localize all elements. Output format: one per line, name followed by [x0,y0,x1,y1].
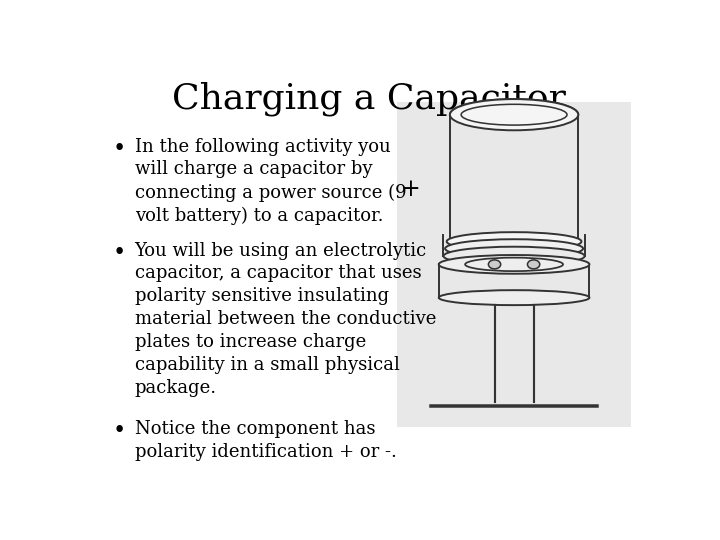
Text: Charging a Capacitor: Charging a Capacitor [172,82,566,116]
Text: +: + [401,178,420,201]
Text: Notice the component has
polarity identification + or -.: Notice the component has polarity identi… [135,420,397,461]
FancyBboxPatch shape [397,102,631,427]
Ellipse shape [450,99,578,130]
Ellipse shape [528,260,540,269]
Text: In the following activity you
will charge a capacitor by
connecting a power sour: In the following activity you will charg… [135,138,406,225]
Ellipse shape [488,260,500,269]
Text: You will be using an electrolytic
capacitor, a capacitor that uses
polarity sens: You will be using an electrolytic capaci… [135,241,436,397]
Text: •: • [112,138,125,159]
Ellipse shape [438,255,590,274]
Ellipse shape [446,232,582,251]
Text: •: • [112,241,125,264]
Ellipse shape [445,239,583,258]
Ellipse shape [438,290,590,305]
Ellipse shape [444,247,585,266]
Text: •: • [112,420,125,442]
